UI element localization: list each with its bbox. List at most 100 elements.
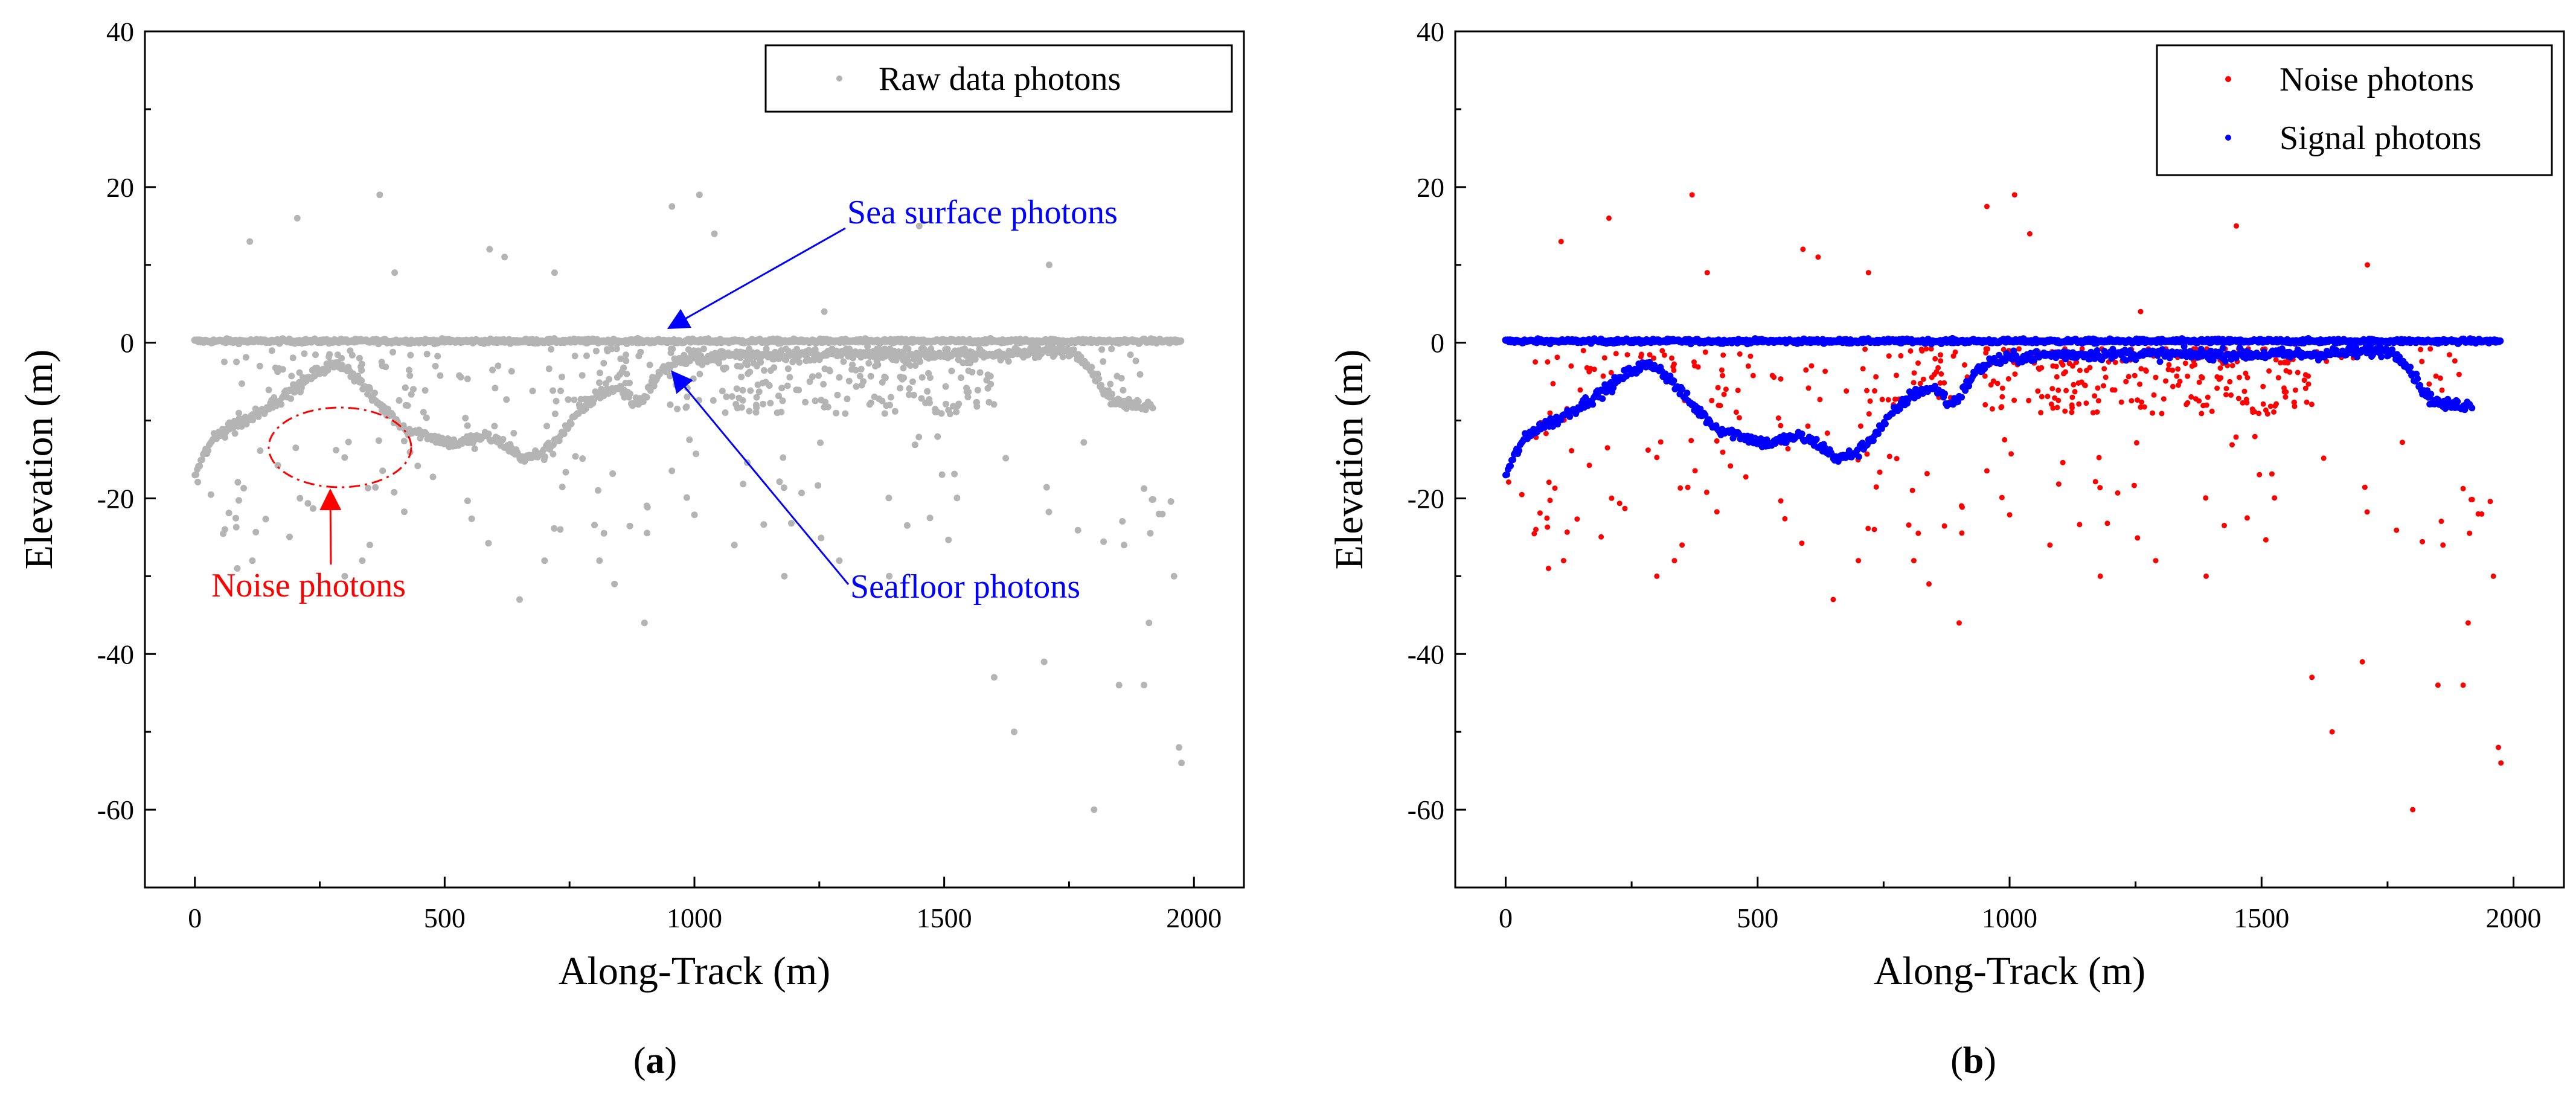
photon-point bbox=[1704, 270, 1710, 276]
photon-point bbox=[644, 529, 651, 537]
photon-point bbox=[2222, 522, 2227, 528]
photon-point bbox=[1809, 363, 1815, 369]
photon-point bbox=[1999, 404, 2005, 410]
photon-point bbox=[583, 352, 590, 359]
photon-point bbox=[1898, 353, 1904, 359]
photon-point bbox=[2063, 369, 2068, 375]
photon-point bbox=[495, 362, 502, 369]
photon-point bbox=[2234, 223, 2239, 229]
photon-point bbox=[1982, 401, 1988, 408]
photon-point bbox=[304, 500, 312, 507]
panel-a-y-ticks: 40 20 0 -20 -40 -60 bbox=[97, 16, 156, 889]
photon-point bbox=[750, 360, 757, 367]
photon-point bbox=[2240, 400, 2246, 406]
x-tick-label: 1500 bbox=[917, 903, 972, 933]
photon-point bbox=[820, 380, 827, 388]
photon-point bbox=[2227, 379, 2233, 385]
photon-point bbox=[696, 371, 703, 378]
photon-point bbox=[391, 269, 399, 277]
annotation-seafloor-arrow bbox=[671, 370, 850, 585]
photon-point bbox=[788, 520, 795, 527]
photon-point bbox=[1574, 516, 1580, 522]
photon-point bbox=[1580, 348, 1586, 354]
y-tick-label: -40 bbox=[97, 639, 134, 670]
photon-point bbox=[1745, 363, 1751, 369]
photon-point bbox=[341, 572, 348, 580]
photon-point bbox=[2027, 231, 2033, 237]
photon-point bbox=[1651, 355, 1656, 361]
photon-point bbox=[2433, 373, 2439, 379]
photon-point bbox=[945, 536, 952, 543]
photon-point bbox=[1613, 351, 1619, 357]
photon-point bbox=[289, 354, 296, 362]
photon-point bbox=[872, 363, 879, 369]
photon-point bbox=[296, 379, 303, 386]
photon-point bbox=[2174, 373, 2180, 379]
photon-point bbox=[1685, 484, 1691, 490]
photon-point bbox=[767, 400, 774, 407]
photon-point bbox=[2118, 399, 2124, 405]
annotation-seafloor: Seafloor photons bbox=[850, 568, 1080, 606]
photon-point bbox=[778, 409, 785, 415]
photon-point bbox=[902, 345, 909, 352]
photon-point bbox=[776, 478, 783, 485]
photon-point bbox=[1543, 430, 1549, 437]
photon-point bbox=[821, 403, 828, 411]
photon-point bbox=[2295, 369, 2301, 376]
photon-point bbox=[2219, 345, 2226, 352]
photon-point bbox=[1924, 471, 1930, 476]
photon-point bbox=[2427, 391, 2435, 398]
photon-point bbox=[1510, 456, 1516, 463]
photon-point bbox=[1098, 346, 1106, 353]
photon-point bbox=[1095, 375, 1103, 382]
photon-point bbox=[2214, 374, 2220, 380]
panel-a-x-ticks: 0 500 1000 1500 2000 bbox=[188, 877, 1222, 933]
photon-point bbox=[1941, 390, 1948, 397]
panel-b-legend-marker-signal bbox=[2225, 135, 2231, 141]
panel-b-points bbox=[1502, 192, 2504, 813]
photon-point bbox=[881, 410, 888, 417]
photon-point bbox=[401, 508, 408, 516]
photon-point bbox=[503, 396, 510, 403]
photon-point bbox=[886, 572, 893, 580]
photon-point bbox=[1778, 423, 1784, 429]
photon-point bbox=[760, 400, 767, 408]
photon-point bbox=[753, 404, 760, 411]
photon-point bbox=[2166, 362, 2172, 368]
x-tick-label: 500 bbox=[1737, 903, 1778, 933]
photon-point bbox=[2139, 399, 2145, 405]
photon-point bbox=[402, 401, 409, 409]
photon-point bbox=[2305, 381, 2312, 387]
photon-point bbox=[2465, 620, 2471, 626]
photon-point bbox=[2076, 401, 2082, 407]
photon-point bbox=[1782, 516, 1788, 522]
photon-point bbox=[2101, 383, 2106, 389]
photon-point bbox=[1109, 391, 1116, 398]
photon-point bbox=[1702, 349, 1708, 355]
photon-point bbox=[961, 345, 968, 353]
photon-point bbox=[420, 409, 427, 416]
photon-point bbox=[1862, 347, 1868, 352]
photon-point bbox=[1569, 448, 1575, 453]
photon-point bbox=[781, 572, 788, 580]
photon-point bbox=[1959, 530, 1965, 536]
photon-point bbox=[1141, 485, 1148, 492]
photon-point bbox=[359, 557, 366, 564]
photon-point bbox=[1178, 760, 1185, 767]
photon-point bbox=[1844, 388, 1850, 394]
photon-point bbox=[2161, 396, 2167, 402]
photon-point bbox=[1118, 374, 1125, 382]
photon-point bbox=[293, 214, 301, 222]
photon-point bbox=[549, 450, 557, 458]
photon-point bbox=[2205, 394, 2211, 400]
photon-point bbox=[1803, 367, 1809, 373]
photon-point bbox=[2039, 394, 2045, 400]
photon-point bbox=[744, 362, 751, 368]
panel-a-x-axis-title: Along-Track (m) bbox=[559, 949, 830, 993]
photon-point bbox=[196, 462, 203, 470]
photon-point bbox=[2209, 408, 2215, 414]
photon-point bbox=[286, 533, 293, 540]
photon-point bbox=[2153, 558, 2159, 564]
photon-point bbox=[2292, 403, 2298, 409]
photon-point bbox=[887, 394, 894, 401]
